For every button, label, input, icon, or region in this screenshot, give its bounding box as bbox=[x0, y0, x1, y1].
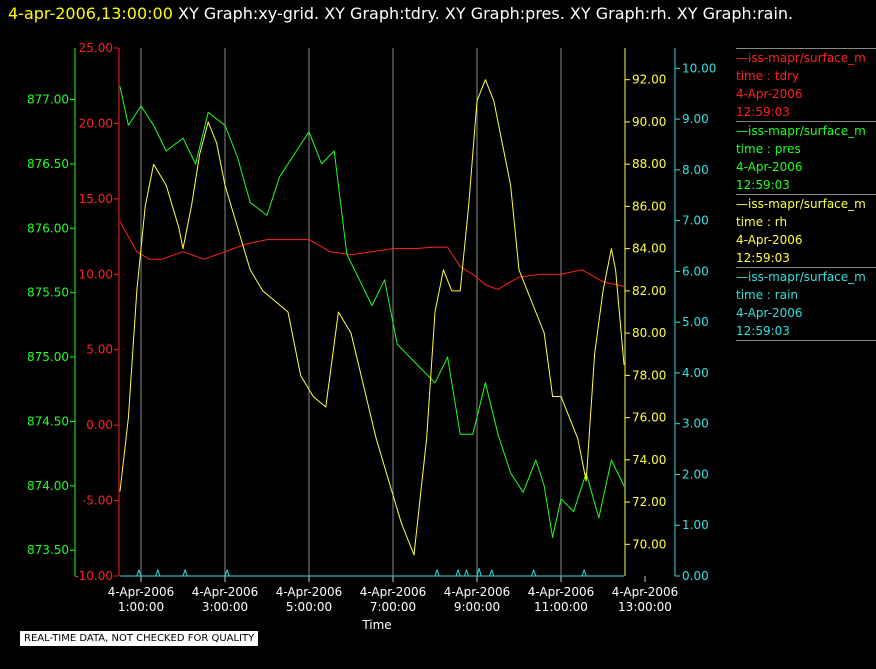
rh-tick-label: 92.00 bbox=[632, 73, 666, 87]
legend-source: —iss-mapr/surface_m bbox=[736, 124, 866, 138]
legend-entry-pres: —iss-mapr/surface_m time : pres 4-Apr-20… bbox=[736, 121, 876, 194]
tdry-tick-label: 25.00 bbox=[79, 41, 113, 55]
pres-tick-label: 873.50 bbox=[27, 543, 69, 557]
legend-time: 12:59:03 bbox=[736, 251, 790, 265]
x-tick-date: 4-Apr-2006 bbox=[528, 585, 595, 599]
x-tick-time: 13:00:00 bbox=[618, 600, 672, 614]
x-tick-date: 4-Apr-2006 bbox=[192, 585, 259, 599]
legend-time: 12:59:03 bbox=[736, 178, 790, 192]
tdry-tick-label: -10.00 bbox=[74, 569, 113, 583]
window-title: 4-apr-2006,13:00:00 XY Graph:xy-grid. XY… bbox=[8, 4, 793, 23]
x-tick-date: 4-Apr-2006 bbox=[108, 585, 175, 599]
legend-entry-rh: —iss-mapr/surface_m time : rh 4-Apr-2006… bbox=[736, 194, 876, 267]
rh-tick-label: 74.00 bbox=[632, 453, 666, 467]
pres-tick-label: 876.50 bbox=[27, 157, 69, 171]
pres-tick-label: 877.00 bbox=[27, 93, 69, 107]
legend-source: —iss-mapr/surface_m bbox=[736, 270, 866, 284]
tdry-tick-label: 5.00 bbox=[86, 343, 113, 357]
legend-date: 4-Apr-2006 bbox=[736, 233, 803, 247]
x-tick-time: 9:00:00 bbox=[454, 600, 500, 614]
legend-time: 12:59:03 bbox=[736, 105, 790, 119]
legend-date: 4-Apr-2006 bbox=[736, 87, 803, 101]
rh-tick-label: 84.00 bbox=[632, 242, 666, 256]
x-axis-label: Time bbox=[361, 618, 391, 632]
x-tick-time: 11:00:00 bbox=[534, 600, 588, 614]
title-timestamp: 4-apr-2006,13:00:00 bbox=[8, 4, 173, 23]
pres-tick-label: 875.50 bbox=[27, 286, 69, 300]
tdry-series-line bbox=[119, 221, 625, 290]
rh-tick-label: 90.00 bbox=[632, 115, 666, 129]
rh-tick-label: 70.00 bbox=[632, 537, 666, 551]
title-graph-list: XY Graph:xy-grid. XY Graph:tdry. XY Grap… bbox=[172, 4, 794, 23]
legend-entry-tdry: —iss-mapr/surface_m time : tdry 4-Apr-20… bbox=[736, 48, 876, 121]
tdry-tick-label: -5.00 bbox=[82, 494, 113, 508]
pres-tick-label: 876.00 bbox=[27, 221, 69, 235]
pres-tick-label: 874.50 bbox=[27, 414, 69, 428]
x-tick-date: 4-Apr-2006 bbox=[276, 585, 343, 599]
legend-field: time : rain bbox=[736, 288, 799, 302]
rain-tick-label: 8.00 bbox=[682, 163, 709, 177]
x-tick-date: 4-Apr-2006 bbox=[612, 585, 679, 599]
tdry-tick-label: 0.00 bbox=[86, 418, 113, 432]
rh-series-line bbox=[119, 79, 625, 556]
rh-tick-label: 72.00 bbox=[632, 495, 666, 509]
rh-tick-label: 86.00 bbox=[632, 199, 666, 213]
rain-tick-label: 4.00 bbox=[682, 366, 709, 380]
rh-tick-label: 78.00 bbox=[632, 368, 666, 382]
legend-field: time : rh bbox=[736, 215, 788, 229]
legend-field: time : tdry bbox=[736, 69, 800, 83]
x-tick-date: 4-Apr-2006 bbox=[444, 585, 511, 599]
rh-tick-label: 82.00 bbox=[632, 284, 666, 298]
rh-tick-label: 76.00 bbox=[632, 411, 666, 425]
pres-tick-label: 874.00 bbox=[27, 479, 69, 493]
rain-tick-label: 2.00 bbox=[682, 467, 709, 481]
pres-series-line bbox=[119, 86, 625, 538]
rain-tick-label: 10.00 bbox=[682, 61, 716, 75]
tdry-tick-label: 20.00 bbox=[79, 116, 113, 130]
rh-tick-label: 80.00 bbox=[632, 326, 666, 340]
rain-series-line bbox=[120, 567, 624, 577]
x-tick-date: 4-Apr-2006 bbox=[360, 585, 427, 599]
pres-tick-label: 875.00 bbox=[27, 350, 69, 364]
rain-tick-label: 7.00 bbox=[682, 214, 709, 228]
rain-tick-label: 3.00 bbox=[682, 417, 709, 431]
rain-tick-label: 9.00 bbox=[682, 112, 709, 126]
rain-tick-label: 0.00 bbox=[682, 569, 709, 583]
x-tick-time: 3:00:00 bbox=[202, 600, 248, 614]
quality-notice: REAL-TIME DATA, NOT CHECKED FOR QUALITY bbox=[20, 631, 259, 646]
legend-date: 4-Apr-2006 bbox=[736, 306, 803, 320]
rain-tick-label: 5.00 bbox=[682, 315, 709, 329]
legend-time: 12:59:03 bbox=[736, 324, 790, 338]
legend-source: —iss-mapr/surface_m bbox=[736, 197, 866, 211]
tdry-tick-label: 15.00 bbox=[79, 192, 113, 206]
legend-entry-rain: —iss-mapr/surface_m time : rain 4-Apr-20… bbox=[736, 267, 876, 341]
tdry-tick-label: 10.00 bbox=[79, 267, 113, 281]
rh-tick-label: 88.00 bbox=[632, 157, 666, 171]
rain-tick-label: 1.00 bbox=[682, 518, 709, 532]
legend-field: time : pres bbox=[736, 142, 801, 156]
legend-source: —iss-mapr/surface_m bbox=[736, 51, 866, 65]
legend: —iss-mapr/surface_m time : tdry 4-Apr-20… bbox=[736, 48, 876, 341]
x-tick-time: 5:00:00 bbox=[286, 600, 332, 614]
x-tick-time: 7:00:00 bbox=[370, 600, 416, 614]
legend-date: 4-Apr-2006 bbox=[736, 160, 803, 174]
rain-tick-label: 6.00 bbox=[682, 264, 709, 278]
x-tick-time: 1:00:00 bbox=[118, 600, 164, 614]
